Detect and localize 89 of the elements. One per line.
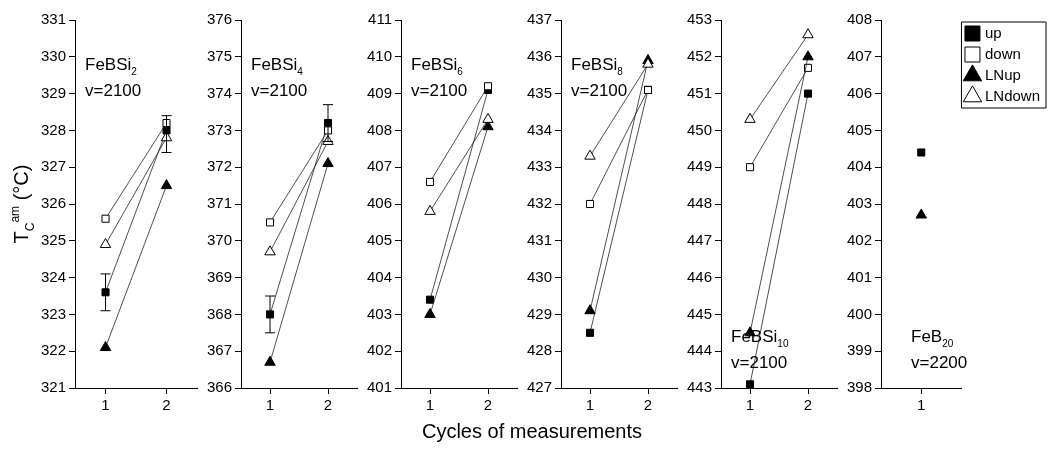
- y-tick-label: 449: [687, 157, 713, 175]
- y-tick-label: 411: [368, 10, 393, 28]
- y-tick-label: 375: [207, 46, 233, 64]
- y-axis-title: TCam (°C): [8, 164, 37, 244]
- y-tick-label: 427: [527, 378, 553, 396]
- y-tick-label: 374: [207, 83, 233, 101]
- y-tick-label: 430: [527, 267, 553, 285]
- y-tick-label: 447: [687, 230, 713, 248]
- y-tick-label: 368: [207, 304, 233, 322]
- y-tick-label: 370: [207, 230, 233, 248]
- y-tick-label: 322: [41, 341, 67, 359]
- y-tick-label: 330: [41, 46, 67, 64]
- y-tick-label: 331: [41, 10, 67, 28]
- y-tick-label: 403: [847, 194, 873, 212]
- y-tick-label: 406: [847, 83, 873, 101]
- y-tick-label: 429: [527, 304, 553, 322]
- y-tick-label: 367: [207, 341, 233, 359]
- annotation: v=2100: [731, 353, 788, 372]
- y-tick-label: 402: [367, 341, 393, 359]
- y-tick-label: 450: [687, 120, 713, 138]
- y-tick-label: 404: [847, 157, 873, 175]
- y-tick-label: 434: [527, 120, 553, 138]
- y-tick-label: 369: [207, 267, 233, 285]
- x-tick-label: 1: [745, 396, 755, 414]
- y-tick-label: 323: [41, 304, 67, 322]
- y-tick-label: 371: [207, 194, 233, 212]
- x-tick-label: 2: [483, 396, 493, 414]
- y-tick-label: 405: [367, 230, 393, 248]
- y-tick-label: 452: [687, 46, 713, 64]
- y-tick-label: 402: [847, 230, 873, 248]
- y-tick-label: 327: [41, 157, 67, 175]
- x-tick-label: 2: [162, 396, 171, 414]
- y-tick-label: 408: [847, 10, 873, 28]
- x-axis-title: Cycles of measurements: [420, 420, 644, 443]
- y-tick-label: 408: [367, 120, 393, 138]
- x-tick-label: 2: [643, 396, 653, 414]
- y-tick-label: 407: [847, 46, 873, 64]
- y-tick-label: 433: [527, 157, 553, 175]
- y-tick-label: 407: [367, 157, 393, 175]
- legend-label: up: [984, 23, 1002, 41]
- x-tick-label: 1: [585, 396, 595, 414]
- annotation: v=2100: [411, 81, 468, 100]
- y-tick-label: 443: [687, 378, 713, 396]
- y-tick-label: 409: [367, 83, 393, 101]
- y-tick-label: 403: [367, 304, 393, 322]
- y-tick-label: 406: [367, 194, 393, 212]
- x-tick-label: 1: [101, 396, 110, 414]
- y-tick-label: 401: [367, 378, 393, 396]
- y-tick-label: 329: [41, 83, 67, 101]
- y-tick-label: 428: [527, 341, 553, 359]
- y-tick-label: 398: [847, 378, 873, 396]
- x-tick-label: 1: [265, 396, 275, 414]
- x-tick-label: 2: [323, 396, 333, 414]
- y-tick-label: 400: [847, 304, 873, 322]
- x-tick-label: 1: [917, 396, 926, 414]
- y-tick-label: 372: [207, 157, 233, 175]
- y-tick-label: 399: [847, 341, 873, 359]
- annotation: v=2200: [911, 353, 968, 372]
- y-tick-label: 437: [527, 10, 553, 28]
- legend-label: LNup: [984, 65, 1021, 83]
- y-tick-label: 431: [527, 230, 553, 248]
- y-tick-label: 435: [527, 83, 553, 101]
- y-tick-label: 405: [847, 120, 873, 138]
- y-tick-label: 326: [41, 194, 67, 212]
- y-tick-label: 376: [207, 10, 233, 28]
- y-tick-label: 410: [367, 46, 393, 64]
- y-tick-label: 448: [687, 194, 713, 212]
- y-tick-label: 444: [687, 341, 713, 359]
- x-tick-label: 2: [803, 396, 813, 414]
- y-tick-label: 432: [527, 194, 553, 212]
- annotation: v=2100: [251, 81, 308, 100]
- y-tick-label: 401: [847, 267, 873, 285]
- y-tick-label: 325: [41, 230, 67, 248]
- y-tick-label: 446: [687, 267, 713, 285]
- y-tick-label: 324: [41, 267, 67, 285]
- annotation: v=2100: [571, 81, 628, 100]
- legend-label: down: [984, 44, 1021, 62]
- y-tick-label: 451: [687, 83, 713, 101]
- y-tick-label: 328: [41, 120, 67, 138]
- y-tick-label: 373: [207, 120, 233, 138]
- y-tick-label: 404: [367, 267, 393, 285]
- y-tick-label: 453: [687, 10, 713, 28]
- y-tick-label: 366: [207, 378, 233, 396]
- x-tick-label: 1: [425, 396, 435, 414]
- y-tick-label: 445: [687, 304, 713, 322]
- legend-label: LNdown: [984, 86, 1041, 104]
- y-tick-label: 321: [41, 378, 67, 396]
- annotation: v=2100: [85, 81, 142, 100]
- y-tick-label: 436: [527, 46, 553, 64]
